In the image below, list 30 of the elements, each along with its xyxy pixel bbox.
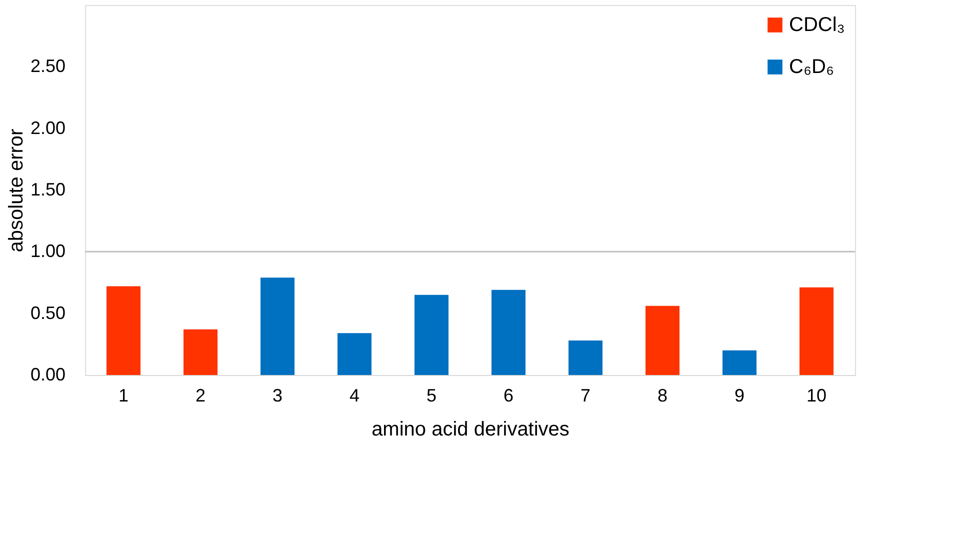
bar (568, 340, 602, 375)
y-axis-title: absolute error (5, 128, 28, 252)
x-tick-label: 3 (272, 386, 283, 406)
y-tick-label: 1.50 (30, 180, 66, 200)
x-tick-label: 5 (426, 386, 437, 406)
x-tick-label: 10 (806, 386, 827, 406)
bar (646, 306, 680, 375)
bar (722, 350, 756, 375)
bar (338, 333, 372, 375)
x-tick-label: 2 (195, 386, 206, 406)
x-tick-label: 4 (349, 386, 360, 406)
bar (492, 290, 526, 375)
y-tick-label: 0.50 (30, 302, 66, 323)
y-tick-label: 2.00 (30, 118, 66, 138)
x-tick-label: 1 (118, 386, 129, 406)
bar (260, 278, 294, 375)
legend-label: C₆D₆ (789, 56, 834, 78)
bar (106, 286, 140, 375)
y-tick-label: 0.00 (30, 364, 66, 384)
bar (184, 329, 218, 375)
bar (800, 287, 834, 375)
bar (414, 294, 448, 375)
legend-label: CDCl₃ (789, 14, 845, 36)
x-tick-label: 8 (657, 386, 668, 406)
x-tick-label: 6 (503, 386, 514, 406)
y-tick-label: 1.00 (30, 241, 66, 262)
x-tick-label: 7 (580, 386, 591, 406)
x-axis-title: amino acid derivatives (372, 418, 570, 440)
x-tick-label: 9 (734, 386, 745, 406)
y-tick-label: 2.50 (30, 56, 66, 76)
